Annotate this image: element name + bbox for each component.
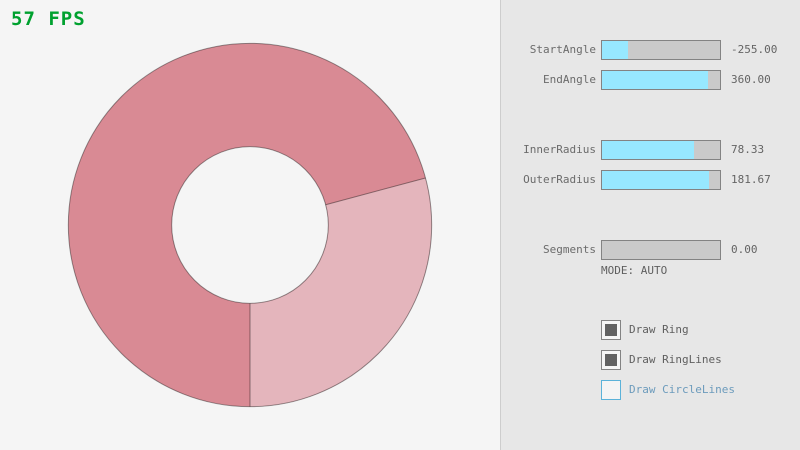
slider-row-segments: Segments 0.00 <box>501 240 800 260</box>
draw-ringlines-checkbox[interactable] <box>601 350 621 370</box>
startangle-slider-fill <box>602 41 628 59</box>
check-mark-icon <box>605 354 617 366</box>
checkbox-row-draw-ring: Draw Ring <box>501 320 800 340</box>
ring-inner-outline <box>171 146 329 304</box>
ring-outer-outline <box>67 42 433 408</box>
draw-circlelines-checkbox[interactable] <box>601 380 621 400</box>
control-panel: StartAngle -255.00 EndAngle 360.00 Inner… <box>500 0 800 450</box>
checkbox-row-draw-circlelines: Draw CircleLines <box>501 380 800 400</box>
startangle-slider[interactable] <box>601 40 721 60</box>
draw-circlelines-label: Draw CircleLines <box>629 383 735 396</box>
endangle-slider-fill <box>602 71 709 89</box>
draw-ringlines-label: Draw RingLines <box>629 353 722 366</box>
endangle-slider[interactable] <box>601 70 721 90</box>
segments-mode-label: MODE: AUTO <box>601 264 668 277</box>
outerradius-label: OuterRadius <box>523 173 596 186</box>
innerradius-slider-fill <box>602 141 695 159</box>
segments-label: Segments <box>543 243 596 256</box>
innerradius-value: 78.33 <box>731 143 765 156</box>
check-mark-icon <box>605 324 617 336</box>
outerradius-slider[interactable] <box>601 170 721 190</box>
ring-edge-line-start <box>325 177 426 206</box>
outerradius-slider-fill <box>602 171 710 189</box>
slider-row-outerradius: OuterRadius 181.67 <box>501 170 800 190</box>
endangle-value: 360.00 <box>731 73 771 86</box>
slider-row-startangle: StartAngle -255.00 <box>501 40 800 60</box>
draw-ring-label: Draw Ring <box>629 323 689 336</box>
startangle-label: StartAngle <box>529 43 596 56</box>
innerradius-slider[interactable] <box>601 140 721 160</box>
ring-light-region <box>250 177 432 407</box>
fps-counter: 57 FPS <box>11 8 86 30</box>
draw-ring-checkbox[interactable] <box>601 320 621 340</box>
segments-slider[interactable] <box>601 240 721 260</box>
innerradius-label: InnerRadius <box>523 143 596 156</box>
startangle-value: -255.00 <box>731 43 778 56</box>
segments-value: 0.00 <box>731 243 758 256</box>
outerradius-value: 181.67 <box>731 173 771 186</box>
slider-row-endangle: EndAngle 360.00 <box>501 70 800 90</box>
checkbox-row-draw-ringlines: Draw RingLines <box>501 350 800 370</box>
endangle-label: EndAngle <box>543 73 596 86</box>
slider-row-innerradius: InnerRadius 78.33 <box>501 140 800 160</box>
